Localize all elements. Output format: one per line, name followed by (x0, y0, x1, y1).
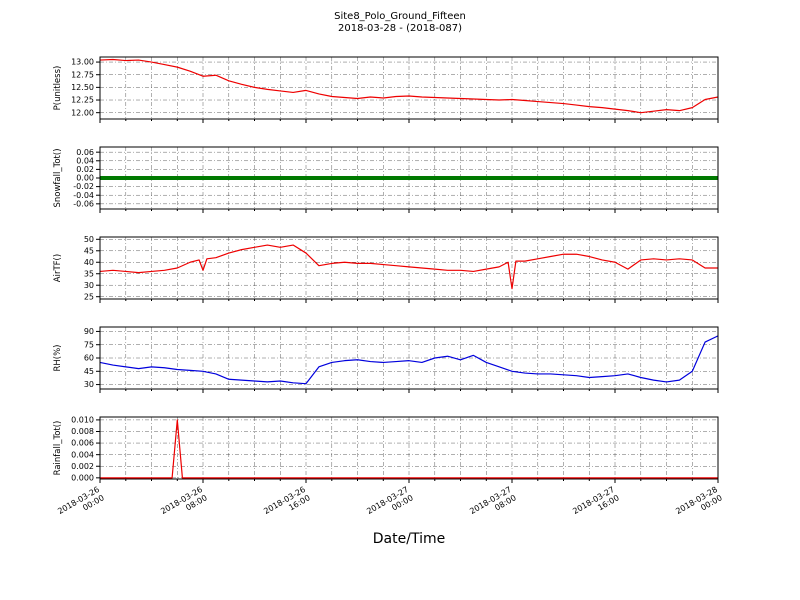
y-tick-label: 0.00 (76, 174, 94, 183)
x-axis-label: Date/Time (372, 531, 446, 547)
chart-title: Site8_Polo_Ground_Fifteen (334, 11, 466, 22)
y-tick-label: 0.002 (71, 462, 94, 471)
y-tick-label: 50 (84, 235, 94, 244)
y-tick-label: 0.02 (76, 165, 94, 174)
y-axis-title: P(unitless) (53, 66, 63, 111)
x-tick-label: 2018-03-2600:00 (56, 485, 106, 524)
y-tick-label: 13.00 (71, 58, 94, 67)
y-tick-label: 12.50 (71, 83, 94, 92)
y-tick-label: -0.06 (73, 199, 94, 208)
y-axis-title: Rainfall_Tot() (53, 421, 63, 476)
y-tick-label: 45 (84, 367, 94, 376)
y-tick-label: -0.04 (73, 191, 94, 200)
y-tick-label: 0.008 (71, 427, 94, 436)
y-tick-label: 40 (84, 258, 94, 267)
y-tick-label: -0.02 (73, 182, 94, 191)
plot-frame (99, 56, 719, 120)
chart-title-block: Site8_Polo_Ground_Fifteen 2018-03-28 - (… (0, 11, 800, 35)
x-tick-label: 2018-03-2700:00 (365, 485, 415, 524)
panel-rainfall-tot: 0.000 0.002 0.004 0.006 0.008 0.010 Rainfall_T… (53, 416, 724, 524)
y-tick-label: 0.000 (71, 473, 94, 482)
plot-frame (99, 236, 719, 300)
series-line-p-unitless (99, 58, 719, 114)
plot-frame (99, 326, 719, 390)
y-tick-label: 12.25 (71, 96, 94, 105)
series-line-rh (99, 335, 719, 385)
x-tick-label: 2018-03-2608:00 (159, 485, 209, 524)
y-tick-label: 30 (84, 380, 94, 389)
y-tick-label: 75 (84, 340, 94, 349)
y-tick-label: 0.04 (76, 156, 94, 165)
chart-subtitle: 2018-03-28 - (2018-087) (337, 23, 463, 34)
panel-snowfall-tot: -0.06-0.04-0.020.000.020.040.06 Snowfall_… (53, 146, 719, 213)
y-tick-label: 25 (84, 292, 94, 301)
series-line-airtf (99, 244, 718, 290)
y-tick-label: 0.004 (71, 450, 94, 459)
x-tick-label: 2018-03-2716:00 (571, 485, 621, 524)
panel-p-unitless: 12.00 12.25 12.50 12.75 13.00 P(unitless) (53, 56, 719, 123)
y-axis-title: RH(%) (53, 344, 63, 371)
y-tick-label: 90 (84, 327, 94, 336)
y-tick-label: 45 (84, 246, 94, 255)
y-tick-label: 60 (84, 354, 94, 363)
y-tick-label: 0.010 (71, 416, 94, 425)
panel-airtf: 25 30 35 40 45 50 AirTF() (53, 235, 719, 303)
y-axis-title: AirTF() (53, 254, 63, 282)
plot-frame (99, 146, 719, 210)
plot-frame (99, 416, 719, 480)
y-axis-title: Snowfall_Tot() (53, 148, 63, 207)
y-tick-label: 12.75 (71, 70, 94, 79)
y-tick-label: 0.006 (71, 439, 94, 448)
series-line-rainfall-tot (100, 419, 718, 479)
x-tick-label: 2018-03-2708:00 (468, 485, 518, 524)
x-tick-label: 2018-03-2616:00 (262, 485, 312, 524)
x-tick-label: 2018-03-2800:00 (674, 485, 724, 524)
y-tick-label: 12.00 (71, 108, 94, 117)
y-tick-label: 0.06 (76, 148, 94, 157)
y-tick-label: 30 (84, 281, 94, 290)
panel-rh: 30 45 60 75 90 RH(%) (53, 326, 719, 393)
y-tick-label: 35 (84, 269, 94, 278)
